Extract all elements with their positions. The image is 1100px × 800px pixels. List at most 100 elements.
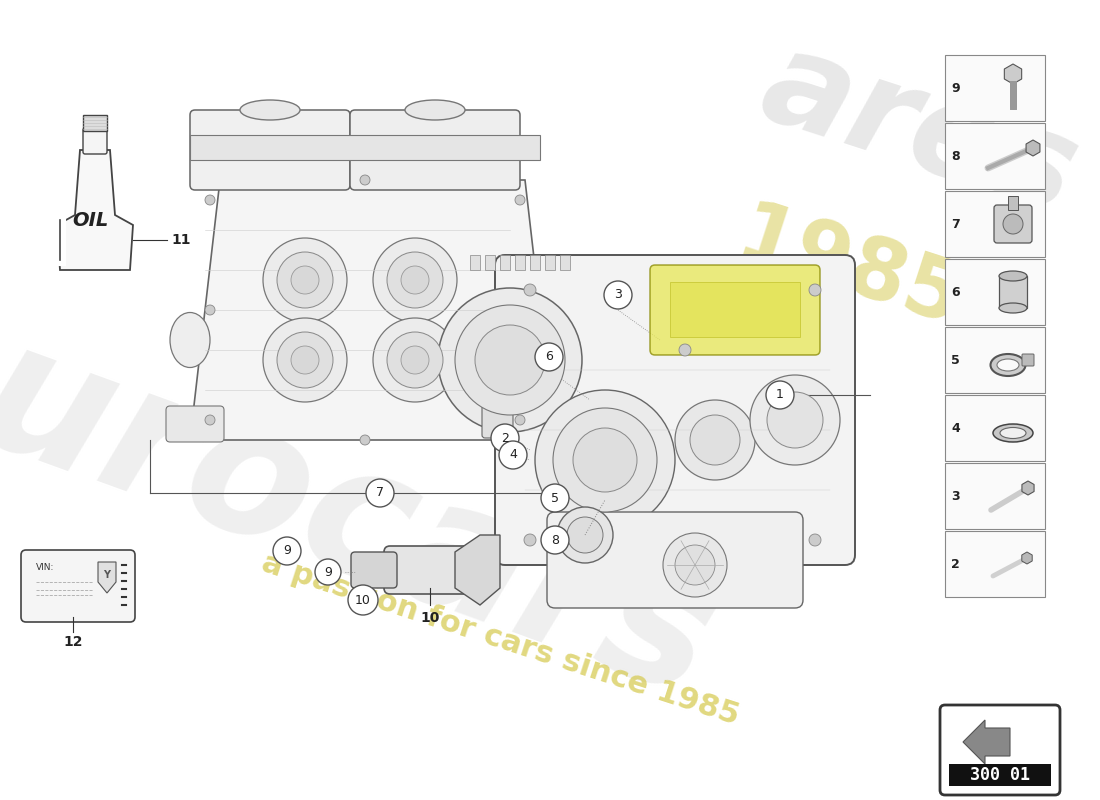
Circle shape xyxy=(524,534,536,546)
Polygon shape xyxy=(190,180,556,440)
Text: 4: 4 xyxy=(952,422,959,434)
Text: OIL: OIL xyxy=(72,210,108,230)
Circle shape xyxy=(387,252,443,308)
Circle shape xyxy=(277,332,333,388)
Text: Y: Y xyxy=(103,570,110,580)
FancyBboxPatch shape xyxy=(994,205,1032,243)
Polygon shape xyxy=(1022,481,1034,495)
Ellipse shape xyxy=(999,271,1027,281)
Bar xyxy=(949,764,1050,786)
Polygon shape xyxy=(455,535,500,605)
Circle shape xyxy=(360,435,370,445)
Circle shape xyxy=(205,305,214,315)
Polygon shape xyxy=(1026,140,1039,156)
Text: 300 01: 300 01 xyxy=(970,766,1030,784)
Ellipse shape xyxy=(997,359,1019,371)
Text: eurocars: eurocars xyxy=(0,266,738,734)
Polygon shape xyxy=(1004,64,1022,84)
Text: 9: 9 xyxy=(283,545,290,558)
Circle shape xyxy=(263,318,346,402)
Ellipse shape xyxy=(993,424,1033,442)
Ellipse shape xyxy=(1000,427,1026,438)
Text: 11: 11 xyxy=(170,233,190,247)
Text: ares: ares xyxy=(747,20,1093,240)
Text: VIN:: VIN: xyxy=(36,563,54,573)
Circle shape xyxy=(292,346,319,374)
FancyBboxPatch shape xyxy=(21,550,135,622)
Ellipse shape xyxy=(999,303,1027,313)
Circle shape xyxy=(366,479,394,507)
Circle shape xyxy=(535,390,675,530)
Circle shape xyxy=(573,428,637,492)
FancyBboxPatch shape xyxy=(469,559,497,581)
Circle shape xyxy=(263,238,346,322)
FancyBboxPatch shape xyxy=(495,255,855,565)
Circle shape xyxy=(360,175,370,185)
FancyBboxPatch shape xyxy=(547,512,803,608)
Circle shape xyxy=(663,533,727,597)
Text: 1985: 1985 xyxy=(727,196,972,344)
Polygon shape xyxy=(57,150,133,270)
Circle shape xyxy=(675,545,715,585)
FancyBboxPatch shape xyxy=(190,110,350,190)
Text: 5: 5 xyxy=(952,354,959,366)
FancyBboxPatch shape xyxy=(482,377,513,438)
Circle shape xyxy=(808,534,821,546)
Circle shape xyxy=(1003,214,1023,234)
Circle shape xyxy=(808,284,821,296)
Circle shape xyxy=(373,318,456,402)
Bar xyxy=(544,255,556,270)
Bar xyxy=(500,255,510,270)
Text: 10: 10 xyxy=(420,611,440,625)
Bar xyxy=(560,255,570,270)
Bar xyxy=(945,259,1045,325)
Text: 2: 2 xyxy=(952,558,959,570)
FancyBboxPatch shape xyxy=(82,128,107,154)
Bar xyxy=(485,255,495,270)
Circle shape xyxy=(491,424,519,452)
Bar xyxy=(515,255,525,270)
Circle shape xyxy=(766,381,794,409)
Bar xyxy=(82,115,107,131)
FancyBboxPatch shape xyxy=(1022,354,1034,366)
FancyBboxPatch shape xyxy=(650,265,820,355)
Circle shape xyxy=(402,266,429,294)
Circle shape xyxy=(566,517,603,553)
Text: 7: 7 xyxy=(952,218,959,230)
Polygon shape xyxy=(1022,552,1032,564)
Bar xyxy=(945,123,1045,189)
Circle shape xyxy=(438,288,582,432)
Circle shape xyxy=(273,537,301,565)
FancyBboxPatch shape xyxy=(351,552,397,588)
Ellipse shape xyxy=(240,100,300,120)
Circle shape xyxy=(205,195,214,205)
Circle shape xyxy=(315,559,341,585)
Circle shape xyxy=(515,415,525,425)
Text: 3: 3 xyxy=(952,490,959,502)
Circle shape xyxy=(387,332,443,388)
Bar xyxy=(945,191,1045,257)
Bar xyxy=(530,255,540,270)
Circle shape xyxy=(750,375,840,465)
Circle shape xyxy=(541,526,569,554)
Bar xyxy=(999,276,1027,308)
Text: 4: 4 xyxy=(509,449,517,462)
FancyBboxPatch shape xyxy=(166,406,224,442)
Circle shape xyxy=(373,238,456,322)
FancyBboxPatch shape xyxy=(190,135,540,160)
FancyBboxPatch shape xyxy=(940,705,1060,795)
Bar xyxy=(470,255,480,270)
Text: 10: 10 xyxy=(355,594,371,606)
Text: 2: 2 xyxy=(502,431,509,445)
FancyBboxPatch shape xyxy=(350,110,520,190)
Bar xyxy=(945,327,1045,393)
Circle shape xyxy=(553,408,657,512)
Text: 8: 8 xyxy=(952,150,959,162)
Bar xyxy=(945,395,1045,461)
Text: 6: 6 xyxy=(546,350,553,363)
Circle shape xyxy=(205,415,214,425)
Bar xyxy=(945,55,1045,121)
Text: 12: 12 xyxy=(64,635,82,649)
Circle shape xyxy=(524,284,536,296)
Circle shape xyxy=(515,195,525,205)
